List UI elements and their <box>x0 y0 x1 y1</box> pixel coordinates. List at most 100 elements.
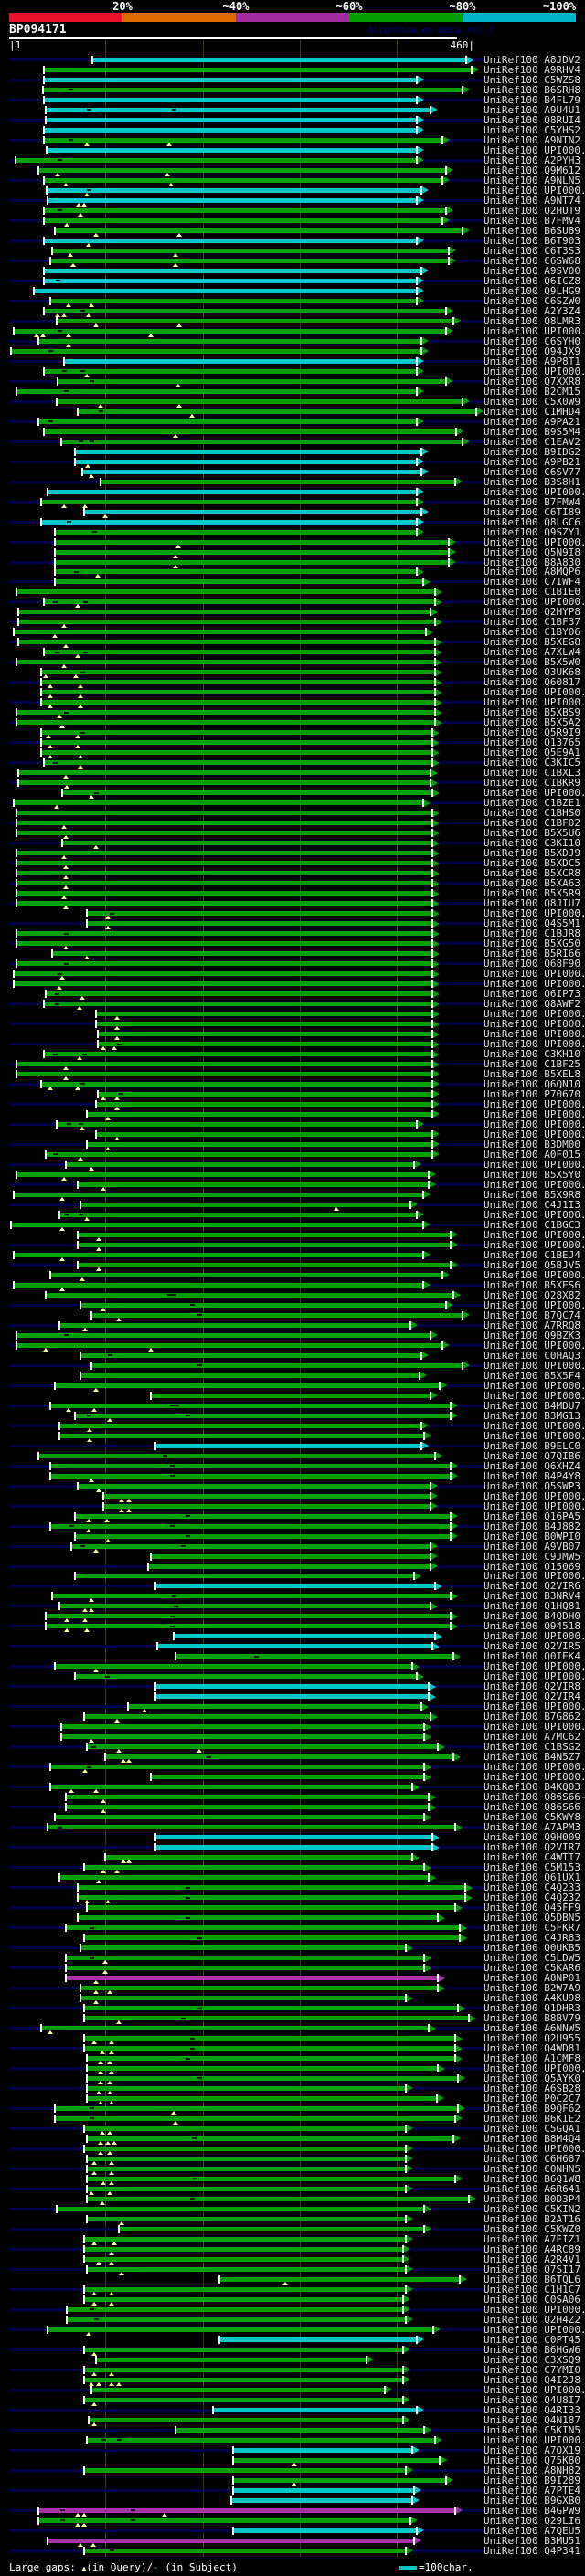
alignment-bar[interactable] <box>87 2266 405 2272</box>
alignment-bar[interactable] <box>16 861 431 866</box>
alignment-bar[interactable] <box>233 2447 411 2453</box>
hit-label[interactable]: UniRef100_UPI000.. <box>484 1722 585 1733</box>
hit-label[interactable]: UniRef100_B5X5A2 <box>484 717 580 728</box>
alignment-bar[interactable] <box>98 1091 431 1097</box>
hit-label[interactable]: UniRef100_Q7SI17 <box>484 2263 580 2274</box>
hit-label[interactable]: UniRef100_A7APM3 <box>484 1822 580 1833</box>
alignment-bar[interactable] <box>14 1252 422 1257</box>
hit-label[interactable]: UniRef100_C1BGC3 <box>484 1219 580 1230</box>
hit-label[interactable]: UniRef100_UPI000.. <box>484 1772 585 1783</box>
alignment-bar[interactable] <box>18 640 434 645</box>
alignment-bar[interactable] <box>57 398 462 404</box>
alignment-bar[interactable] <box>233 2528 416 2533</box>
hit-label[interactable]: UniRef100_Q75K80 <box>484 2454 580 2465</box>
alignment-bar[interactable] <box>219 2337 416 2342</box>
hit-label[interactable]: UniRef100_B5XDC5 <box>484 858 580 869</box>
alignment-bar[interactable] <box>16 831 431 836</box>
hit-label[interactable]: UniRef100_Q4U8I7 <box>484 2394 580 2405</box>
hit-label[interactable]: UniRef100_UPI000.. <box>484 1269 585 1280</box>
hit-label[interactable]: UniRef100_Q5N9I8 <box>484 546 580 557</box>
alignment-bar[interactable] <box>16 891 431 896</box>
hit-label[interactable]: UniRef100_C4JR83 <box>484 1933 580 1944</box>
alignment-bar[interactable] <box>44 207 445 213</box>
alignment-bar[interactable] <box>11 1222 422 1227</box>
alignment-bar[interactable] <box>14 971 431 977</box>
alignment-bar[interactable] <box>92 58 465 62</box>
alignment-bar[interactable] <box>80 1996 405 2001</box>
alignment-bar[interactable] <box>96 1022 431 1027</box>
alignment-bar[interactable] <box>101 479 454 484</box>
hit-label[interactable]: UniRef100_B0WPI0 <box>484 1531 580 1542</box>
alignment-bar[interactable] <box>41 1081 431 1087</box>
hit-label[interactable]: UniRef100_B7G862 <box>484 1712 580 1723</box>
hit-label[interactable]: UniRef100_B5XA63 <box>484 878 580 889</box>
alignment-bar[interactable] <box>157 1644 431 1649</box>
hit-label[interactable]: UniRef100_A2Y3Z4 <box>484 305 580 316</box>
alignment-bar[interactable] <box>66 1805 428 1810</box>
alignment-bar[interactable] <box>87 2056 454 2061</box>
hit-label[interactable]: UniRef100_B9GXB0 <box>484 2495 580 2506</box>
alignment-bar[interactable] <box>87 1744 437 1750</box>
alignment-bar[interactable] <box>44 137 441 143</box>
alignment-bar[interactable] <box>75 1574 413 1579</box>
hit-label[interactable]: UniRef100_Q86S66 <box>484 1802 580 1813</box>
alignment-bar[interactable] <box>84 2256 402 2262</box>
alignment-bar[interactable] <box>48 2327 432 2332</box>
hit-label[interactable]: UniRef100_C7IWF4 <box>484 577 580 588</box>
hit-label[interactable]: UniRef100_A9PA21 <box>484 416 580 427</box>
hit-label[interactable]: UniRef100_UPI000.. <box>484 1490 585 1501</box>
alignment-bar[interactable] <box>16 851 431 856</box>
alignment-bar[interactable] <box>176 2427 423 2433</box>
hit-label[interactable]: UniRef100_UPI000.. <box>484 1108 585 1119</box>
hit-label[interactable]: UniRef100_Q7XXR8 <box>484 376 580 387</box>
hit-label[interactable]: UniRef100_UPI000.. <box>484 185 585 196</box>
hit-label[interactable]: UniRef100_C5X0W9 <box>484 396 580 407</box>
hit-label[interactable]: UniRef100_B3NRV4 <box>484 1591 580 1602</box>
alignment-bar[interactable] <box>52 1594 450 1599</box>
hit-label[interactable]: UniRef100_C5LDW5 <box>484 1953 580 1964</box>
alignment-bar[interactable] <box>16 1071 431 1076</box>
hit-label[interactable]: UniRef100_Q8AWF2 <box>484 999 580 1010</box>
alignment-bar[interactable] <box>176 1654 452 1659</box>
alignment-bar[interactable] <box>44 760 431 766</box>
alignment-bar[interactable] <box>44 429 455 434</box>
alignment-bar[interactable] <box>78 1483 430 1489</box>
hit-label[interactable]: UniRef100_Q5E9A1 <box>484 747 580 758</box>
hit-label[interactable]: UniRef100_UPI000.. <box>484 366 585 376</box>
hit-label[interactable]: UniRef100_UPI000.. <box>484 788 585 799</box>
hit-label[interactable]: UniRef100_UPI000.. <box>484 1762 585 1773</box>
hit-label[interactable]: UniRef100_C5KWY8 <box>484 1812 580 1823</box>
hit-label[interactable]: UniRef100_C1H1C7 <box>484 2284 580 2295</box>
hit-label[interactable]: UniRef100_UPI000.. <box>484 1239 585 1250</box>
alignment-bar[interactable] <box>84 1865 423 1871</box>
hit-label[interactable]: UniRef100_Q8LGC6 <box>484 516 580 527</box>
alignment-bar[interactable] <box>78 1242 450 1247</box>
alignment-bar[interactable] <box>78 408 475 414</box>
hit-label[interactable]: UniRef100_C6H687 <box>484 2153 580 2164</box>
alignment-bar[interactable] <box>55 228 462 233</box>
hit-label[interactable]: UniRef100_A7XLW4 <box>484 647 580 658</box>
alignment-bar[interactable] <box>155 1845 431 1850</box>
hit-label[interactable]: UniRef100_UPI000.. <box>484 1390 585 1401</box>
hit-label[interactable]: UniRef100_Q4N187 <box>484 2414 580 2425</box>
alignment-bar[interactable] <box>48 489 416 494</box>
alignment-bar[interactable] <box>41 700 434 705</box>
alignment-bar[interactable] <box>98 1032 431 1037</box>
alignment-bar[interactable] <box>82 469 420 474</box>
alignment-bar[interactable] <box>87 2085 405 2091</box>
hit-label[interactable]: UniRef100_A1CMF8 <box>484 2053 580 2063</box>
alignment-bar[interactable] <box>44 308 445 313</box>
alignment-bar[interactable] <box>64 358 416 364</box>
alignment-bar[interactable] <box>87 921 431 927</box>
alignment-bar[interactable] <box>103 1503 430 1509</box>
alignment-bar[interactable] <box>59 1875 428 1881</box>
alignment-bar[interactable] <box>16 1332 430 1338</box>
hit-label[interactable]: UniRef100_Q8RUI4 <box>484 114 580 125</box>
alignment-bar[interactable] <box>41 680 434 685</box>
alignment-bar[interactable] <box>84 2296 402 2302</box>
alignment-bar[interactable] <box>84 2467 405 2473</box>
alignment-bar[interactable] <box>46 1614 450 1619</box>
hit-label[interactable]: UniRef100_UPI000.. <box>484 1701 585 1712</box>
hit-label[interactable]: UniRef100_UPI000.. <box>484 1159 585 1170</box>
hit-label[interactable]: UniRef100_B5XEL8 <box>484 1068 580 1079</box>
